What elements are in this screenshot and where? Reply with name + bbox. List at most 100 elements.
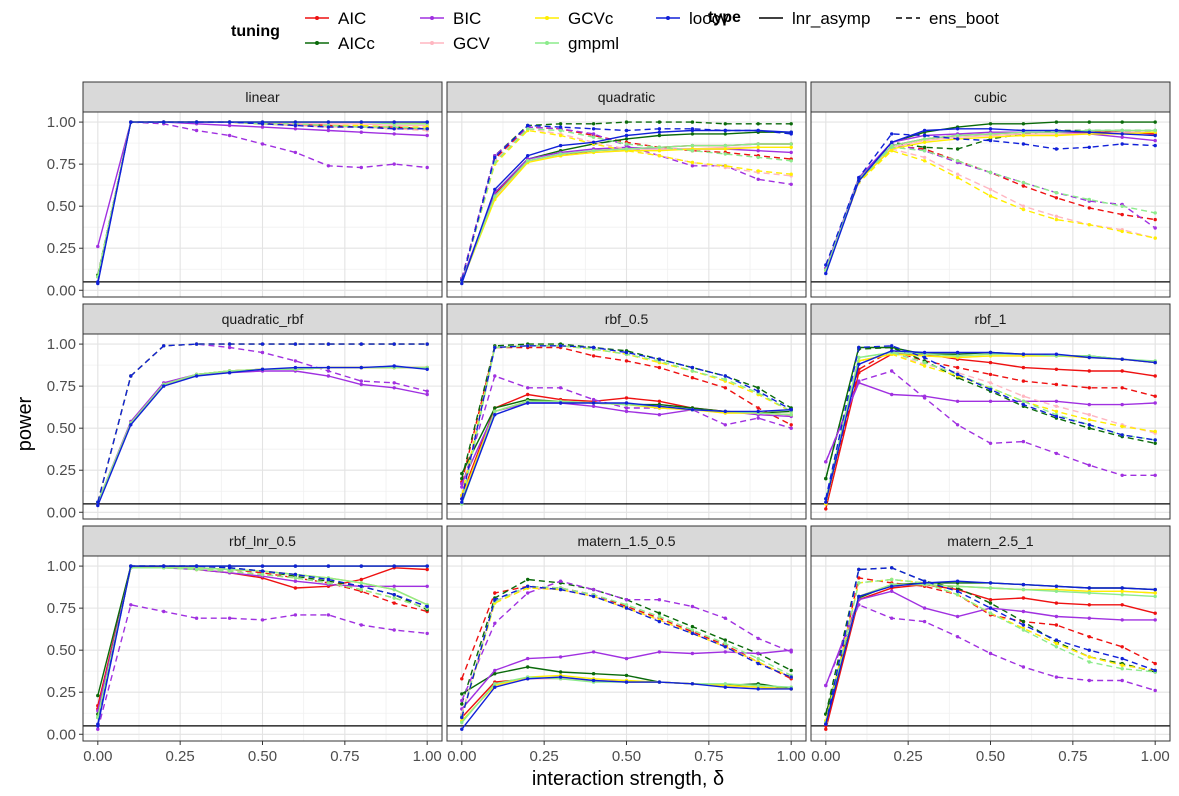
legend-label-bic: BIC (453, 9, 481, 28)
data-point (96, 280, 100, 284)
data-point (690, 127, 695, 131)
data-point (1153, 401, 1157, 405)
data-point (558, 655, 563, 659)
data-point (756, 169, 760, 173)
data-point (1054, 217, 1059, 222)
data-point (955, 350, 960, 355)
data-point (359, 577, 363, 582)
data-point (723, 386, 727, 390)
data-point (194, 342, 199, 346)
data-point (162, 120, 166, 124)
data-point (1021, 122, 1026, 126)
data-point (657, 619, 662, 624)
data-point (922, 145, 927, 149)
data-point (1120, 204, 1124, 208)
panel-border (810, 111, 1171, 298)
data-point (1087, 369, 1092, 373)
data-point (1087, 655, 1092, 659)
data-point (326, 120, 331, 124)
data-point (723, 152, 727, 156)
data-point (955, 172, 960, 176)
data-point (955, 159, 960, 163)
data-point (690, 143, 695, 148)
data-point (756, 128, 760, 133)
data-point (425, 584, 429, 588)
data-point (96, 500, 100, 504)
data-point (293, 359, 298, 363)
data-point (392, 364, 396, 368)
data-point (756, 386, 760, 390)
data-point (96, 693, 100, 698)
legend-swatch-point (315, 16, 319, 20)
data-point (526, 159, 530, 163)
data-point (227, 120, 232, 124)
data-point (326, 128, 331, 133)
data-point (1153, 688, 1157, 693)
data-point (922, 149, 927, 153)
data-point (756, 145, 760, 149)
data-point (824, 476, 828, 481)
data-point (1153, 429, 1157, 434)
data-point (824, 460, 828, 464)
data-point (227, 123, 232, 128)
data-point (359, 379, 363, 383)
y-tick-label: 0.75 (47, 156, 76, 173)
data-point (1087, 402, 1092, 407)
data-point (988, 350, 993, 355)
panel-title: quadratic_rbf (222, 311, 304, 327)
data-point (558, 143, 563, 148)
data-point (789, 426, 793, 430)
panel-title: rbf_1 (975, 311, 1007, 327)
data-point (922, 396, 927, 400)
data-point (526, 677, 530, 681)
x-tick-label: 0.50 (248, 748, 277, 765)
data-point (1054, 584, 1059, 588)
data-point (1087, 120, 1092, 124)
data-point (890, 369, 894, 373)
data-point (1021, 184, 1026, 188)
data-point (922, 619, 927, 624)
data-point (789, 408, 793, 412)
panel-strip (446, 81, 807, 113)
data-point (425, 631, 429, 636)
data-point (526, 577, 530, 582)
data-point (1021, 582, 1026, 587)
data-point (690, 631, 695, 636)
data-point (293, 342, 298, 346)
data-point (723, 164, 727, 168)
data-point (1153, 441, 1157, 445)
legend-label-gcvc: GCVc (568, 9, 614, 28)
data-point (824, 722, 828, 726)
data-point (890, 149, 894, 153)
data-point (162, 609, 166, 614)
data-point (1021, 204, 1026, 208)
data-point (460, 702, 464, 706)
data-point (591, 140, 596, 144)
data-point (1120, 667, 1124, 671)
data-point (789, 132, 793, 136)
x-tick-label: 1.00 (1141, 748, 1170, 765)
data-point (1054, 614, 1059, 619)
data-point (460, 476, 464, 481)
data-point (591, 122, 596, 126)
data-point (690, 149, 695, 153)
data-point (1153, 394, 1157, 398)
data-point (857, 581, 861, 585)
data-point (624, 133, 629, 138)
data-point (1021, 587, 1026, 592)
data-point (1087, 635, 1092, 639)
data-point (1120, 433, 1124, 437)
data-point (392, 162, 396, 166)
data-point (1054, 409, 1059, 414)
data-point (922, 155, 927, 160)
data-point (1054, 675, 1059, 679)
data-point (955, 399, 960, 403)
data-point (392, 587, 396, 592)
data-point (1087, 418, 1092, 422)
data-point (526, 665, 530, 669)
data-point (690, 120, 695, 124)
legend-type-title: type (708, 9, 741, 26)
series-line-gmpml-ens_boot (461, 128, 792, 281)
data-point (293, 586, 298, 590)
